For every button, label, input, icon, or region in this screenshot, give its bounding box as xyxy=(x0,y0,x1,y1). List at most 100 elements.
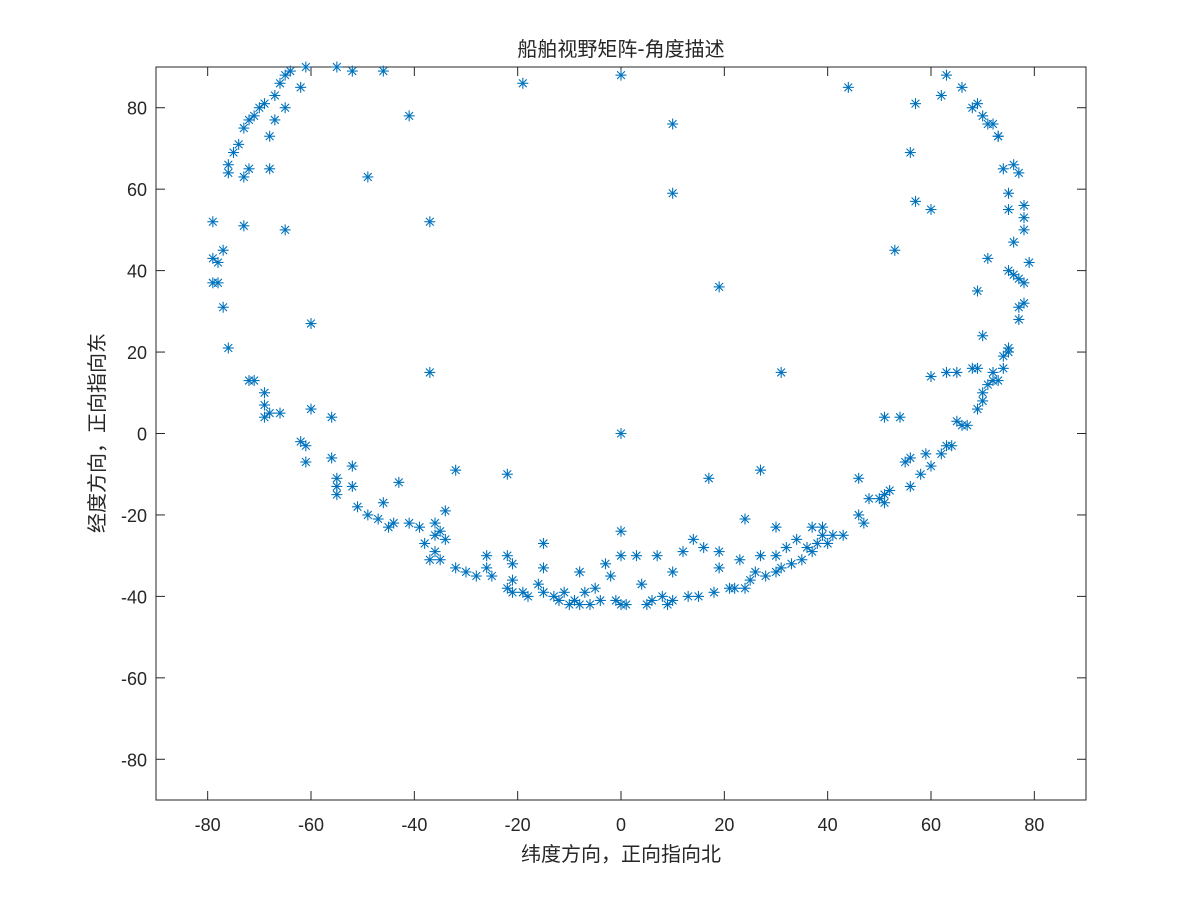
data-point xyxy=(419,537,431,549)
data-point xyxy=(904,147,916,159)
data-point xyxy=(481,550,493,562)
data-point xyxy=(760,570,772,582)
data-point xyxy=(532,578,544,590)
data-point xyxy=(269,90,281,102)
data-point xyxy=(584,599,596,611)
data-point xyxy=(817,529,828,541)
data-point xyxy=(600,558,611,570)
x-tick: 20 xyxy=(714,67,734,835)
data-point xyxy=(517,77,529,89)
data-point xyxy=(925,370,937,382)
data-point xyxy=(904,480,916,492)
data-point xyxy=(403,517,415,529)
y-tick: 20 xyxy=(127,343,1086,363)
data-point xyxy=(910,195,921,207)
y-tick-label: 40 xyxy=(127,262,147,282)
data-point xyxy=(853,472,865,484)
data-point xyxy=(212,256,224,268)
data-point xyxy=(992,375,1004,387)
data-point xyxy=(259,399,270,411)
data-point xyxy=(424,554,436,566)
data-point xyxy=(243,163,255,175)
data-point xyxy=(470,570,482,582)
x-tick: -80 xyxy=(195,67,221,835)
y-tick: -80 xyxy=(121,750,1086,770)
y-tick: 60 xyxy=(127,180,1086,200)
data-point xyxy=(982,252,994,264)
data-point xyxy=(879,497,890,509)
data-point xyxy=(770,550,782,562)
data-point xyxy=(858,517,870,529)
data-point xyxy=(439,533,451,545)
data-point xyxy=(1003,187,1014,199)
x-tick-label: 80 xyxy=(1024,815,1044,835)
x-tick: -20 xyxy=(505,67,531,835)
x-tick-label: 0 xyxy=(616,815,626,835)
data-point xyxy=(501,468,513,480)
data-point xyxy=(651,550,663,562)
y-tick-label: -80 xyxy=(121,750,147,770)
data-point xyxy=(972,285,983,297)
data-point xyxy=(667,187,679,199)
data-points xyxy=(207,61,1035,611)
data-point xyxy=(806,521,818,533)
y-tick: -40 xyxy=(121,587,1086,607)
data-point xyxy=(646,594,658,606)
x-tick: -40 xyxy=(401,67,427,835)
data-point xyxy=(977,110,989,122)
data-point xyxy=(424,216,436,228)
data-point xyxy=(481,562,493,574)
y-tick-label: 20 xyxy=(127,343,147,363)
data-point xyxy=(538,586,549,598)
data-point xyxy=(279,224,291,236)
data-point xyxy=(631,550,642,562)
data-point xyxy=(429,517,441,529)
data-point xyxy=(729,582,741,594)
y-tick: -20 xyxy=(121,506,1086,526)
data-point xyxy=(222,342,234,354)
data-point xyxy=(217,244,229,256)
data-point xyxy=(414,521,425,533)
data-point xyxy=(1008,236,1020,248)
data-point xyxy=(460,566,472,578)
data-point xyxy=(615,69,627,81)
data-point xyxy=(377,497,389,509)
data-point xyxy=(605,570,617,582)
data-point xyxy=(522,590,534,602)
data-point xyxy=(279,102,291,114)
data-point xyxy=(935,90,947,102)
data-point xyxy=(331,489,343,501)
data-point xyxy=(677,546,689,558)
data-point xyxy=(977,387,989,399)
y-tick: 80 xyxy=(127,99,1086,119)
data-point xyxy=(775,366,787,378)
x-tick-label: 20 xyxy=(714,815,734,835)
data-point xyxy=(956,81,968,93)
data-point xyxy=(899,456,911,468)
y-tick-label: 0 xyxy=(137,425,147,445)
data-point xyxy=(274,77,286,89)
y-tick-label: -60 xyxy=(121,669,147,689)
x-tick-label: 60 xyxy=(921,815,941,835)
data-point xyxy=(507,574,518,586)
y-tick-label: -20 xyxy=(121,506,147,526)
data-point xyxy=(662,599,673,611)
y-axis-label: 经度方向，正向指向东 xyxy=(85,333,109,533)
data-point xyxy=(259,411,270,423)
data-point xyxy=(755,550,766,562)
data-point xyxy=(889,244,901,256)
data-point xyxy=(300,456,312,468)
data-point xyxy=(238,122,250,134)
data-point xyxy=(739,513,751,525)
y-tick: 0 xyxy=(137,425,1086,445)
data-point xyxy=(687,533,699,545)
data-point xyxy=(822,537,834,549)
data-point xyxy=(1013,167,1025,179)
data-point xyxy=(734,554,746,566)
y-tick-label: 80 xyxy=(127,99,147,119)
data-point xyxy=(372,513,384,525)
y-tick-label: 60 xyxy=(127,180,147,200)
data-point xyxy=(1003,342,1014,354)
data-point xyxy=(295,436,307,448)
data-point xyxy=(780,542,792,554)
